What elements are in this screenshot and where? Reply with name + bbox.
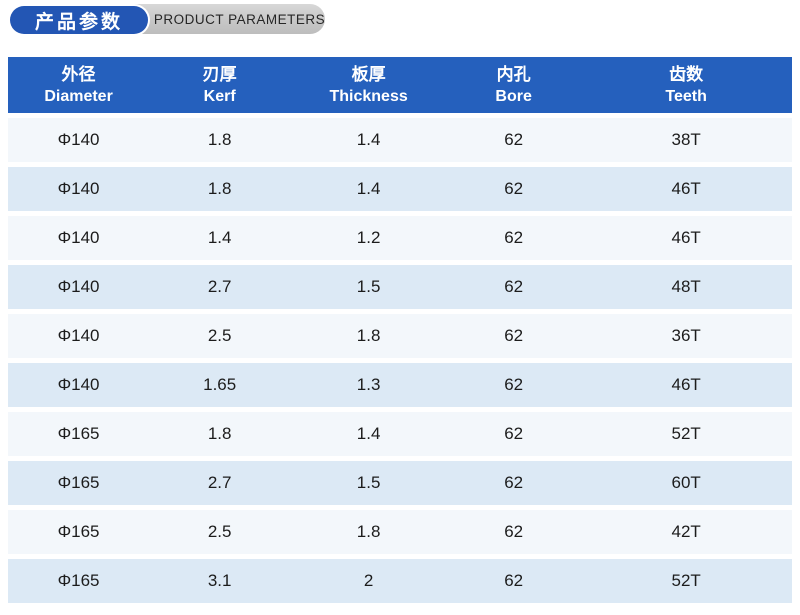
title-subtitle-pill: PRODUCT PARAMETERS — [118, 4, 325, 34]
table-row: Φ140 1.65 1.3 62 46T — [8, 363, 792, 407]
table-cell: 48T — [580, 265, 792, 309]
table-cell: 62 — [447, 167, 581, 211]
table-header: 外径 Diameter 刃厚 Kerf 板厚 Thickness 内孔 Bore 齿数 Teeth — [8, 57, 792, 113]
table-cell: 62 — [447, 510, 581, 554]
table-cell: 2.5 — [149, 510, 291, 554]
table-cell: 1.8 — [149, 167, 291, 211]
table-cell: 2 — [290, 559, 448, 603]
table-cell: 3.1 — [149, 559, 291, 603]
table-cell: 1.2 — [290, 216, 448, 260]
table-cell: 62 — [447, 314, 581, 358]
column-header-cn: 刃厚 — [202, 64, 237, 84]
table-cell: 36T — [580, 314, 792, 358]
table-cell: Φ140 — [8, 216, 150, 260]
column-header: 齿数 Teeth — [580, 57, 792, 113]
table-cell: Φ140 — [8, 265, 150, 309]
table-cell: Φ165 — [8, 559, 150, 603]
table-cell: Φ165 — [8, 412, 150, 456]
table-cell: 1.3 — [290, 363, 448, 407]
table-cell: 1.8 — [149, 118, 291, 162]
table-cell: 1.4 — [290, 118, 448, 162]
table-cell: Φ165 — [8, 510, 150, 554]
column-header: 外径 Diameter — [8, 57, 150, 113]
table-cell: 46T — [580, 167, 792, 211]
table-cell: 1.8 — [149, 412, 291, 456]
table-cell: 52T — [580, 559, 792, 603]
table-cell: 46T — [580, 363, 792, 407]
column-header: 板厚 Thickness — [290, 57, 448, 113]
table-body: Φ140 1.8 1.4 62 38T Φ140 1.8 1.4 62 46T Φ140 1.4 1.2… — [8, 118, 792, 603]
table-cell: 1.8 — [290, 314, 448, 358]
table-cell: 46T — [580, 216, 792, 260]
table-cell: 62 — [447, 412, 581, 456]
table-row: Φ165 2.5 1.8 62 42T — [8, 510, 792, 554]
table-row: Φ140 2.5 1.8 62 36T — [8, 314, 792, 358]
column-header-en: Teeth — [665, 87, 707, 105]
table-cell: Φ140 — [8, 167, 150, 211]
title-cn-label: 产品参数 — [34, 11, 123, 33]
table-row: Φ165 1.8 1.4 62 52T — [8, 412, 792, 456]
table-cell: Φ140 — [8, 314, 150, 358]
table-cell: 1.65 — [149, 363, 291, 407]
table-cell: 52T — [580, 412, 792, 456]
table-cell: 2.5 — [149, 314, 291, 358]
table-cell: 62 — [447, 461, 581, 505]
table-header-row: 外径 Diameter 刃厚 Kerf 板厚 Thickness 内孔 Bore 齿数 Teeth — [8, 57, 792, 113]
column-header-en: Thickness — [329, 87, 408, 105]
table-cell: Φ140 — [8, 118, 150, 162]
table-cell: 62 — [447, 363, 581, 407]
table-cell: 42T — [580, 510, 792, 554]
table-cell: 62 — [447, 118, 581, 162]
title-badge: 产品参数 — [10, 6, 148, 34]
column-header: 刃厚 Kerf — [149, 57, 291, 113]
table-cell: Φ140 — [8, 363, 150, 407]
column-header: 内孔 Bore — [447, 57, 581, 113]
table-cell: 38T — [580, 118, 792, 162]
table-cell: 62 — [447, 216, 581, 260]
table-row: Φ140 2.7 1.5 62 48T — [8, 265, 792, 309]
column-header-cn: 齿数 — [669, 64, 704, 84]
table-cell: 60T — [580, 461, 792, 505]
table-cell: 1.5 — [290, 461, 448, 505]
table-cell: 2.7 — [149, 265, 291, 309]
title-en-label: PRODUCT PARAMETERS — [153, 11, 326, 27]
column-header-en: Kerf — [203, 87, 236, 105]
column-header-en: Diameter — [44, 87, 113, 105]
table-cell: 1.8 — [290, 510, 448, 554]
table-cell: 2.7 — [149, 461, 291, 505]
page-title: PRODUCT PARAMETERS 产品参数 — [0, 0, 800, 38]
column-header-cn: 板厚 — [351, 64, 386, 84]
table-cell: 1.4 — [290, 412, 448, 456]
table-cell: 1.5 — [290, 265, 448, 309]
parameters-table: 外径 Diameter 刃厚 Kerf 板厚 Thickness 内孔 Bore 齿数 Teeth… — [8, 52, 792, 608]
table-cell: 62 — [447, 559, 581, 603]
table-cell: 1.4 — [290, 167, 448, 211]
table-row: Φ165 2.7 1.5 62 60T — [8, 461, 792, 505]
table-cell: 62 — [447, 265, 581, 309]
column-header-cn: 外径 — [61, 64, 96, 84]
table-cell: 1.4 — [149, 216, 291, 260]
table-row: Φ140 1.8 1.4 62 38T — [8, 118, 792, 162]
table-row: Φ165 3.1 2 62 52T — [8, 559, 792, 603]
table-row: Φ140 1.4 1.2 62 46T — [8, 216, 792, 260]
column-header-cn: 内孔 — [496, 64, 531, 84]
table-cell: Φ165 — [8, 461, 150, 505]
table-row: Φ140 1.8 1.4 62 46T — [8, 167, 792, 211]
column-header-en: Bore — [495, 87, 532, 105]
